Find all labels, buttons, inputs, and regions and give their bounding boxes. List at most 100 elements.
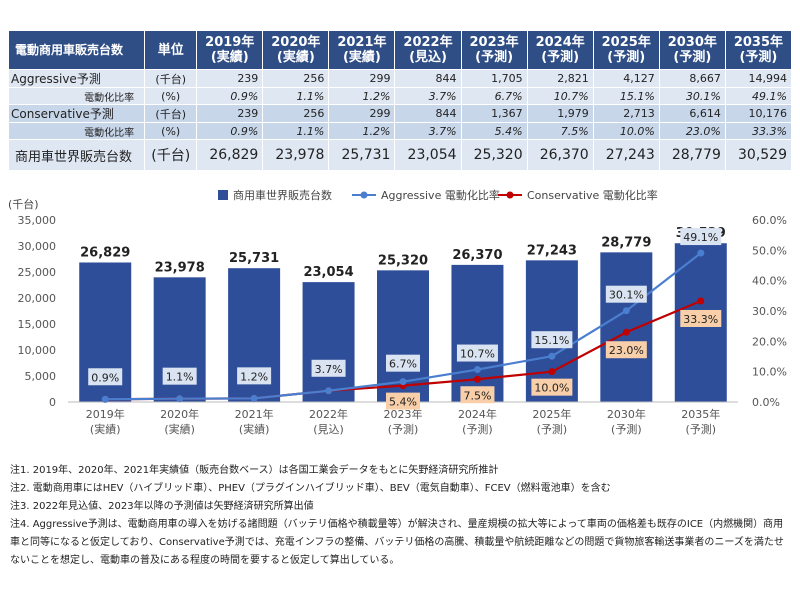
conservative-data-label: 33.3%	[683, 313, 718, 326]
y-right-tick-label: 40.0%	[752, 275, 787, 288]
x-tick-label: (実績)	[164, 422, 195, 436]
bar	[600, 252, 653, 402]
bar-value-label: 25,320	[378, 253, 428, 268]
table-cell: 1.1%	[262, 122, 330, 140]
aggressive-label-bg	[386, 354, 420, 372]
aggressive-label-bg	[162, 367, 197, 385]
row-label: 商用車世界販売台数	[7, 139, 146, 171]
row-unit: (%)	[144, 87, 198, 105]
header-year: 2019年 (実績)	[196, 30, 264, 70]
note-2: 注2. 電動商用車にはHEV（ハイブリッド車）、PHEV（プラグインハイブリッド…	[10, 483, 611, 494]
y-left-tick-label: 35,000	[18, 214, 57, 227]
x-tick-label: (実績)	[90, 422, 121, 436]
row-unit: (千台)	[144, 139, 198, 171]
y-left-tick-label: 0	[49, 396, 56, 409]
table-cell: 30,529	[724, 139, 793, 171]
aggressive-label-bg	[456, 344, 498, 362]
bar-value-label: 23,978	[155, 260, 205, 275]
y-left-axis-label: (千台)	[8, 197, 39, 211]
y-right-tick-label: 30.0%	[752, 305, 787, 318]
note-1: 注1. 2019年、2020年、2021年実績値（販売台数ベース）は各国工業会デ…	[10, 465, 499, 476]
conservative-label-bg	[460, 386, 495, 404]
x-tick-label: 2035年	[681, 407, 720, 421]
x-tick-label: (見込)	[313, 423, 344, 436]
conservative-label-bg	[386, 392, 420, 410]
table-row: 電動化比率 (%) 0.9% 1.1% 1.2% 3.7% 5.4% 7.5% 10.0% 23.…	[7, 122, 793, 140]
bar	[302, 282, 355, 402]
x-tick-label: (予測)	[685, 422, 716, 436]
y-right-tick-label: 50.0%	[752, 244, 787, 257]
table-cell: 1,979	[526, 104, 594, 123]
conservative-label-bg	[680, 309, 722, 327]
conservative-point	[622, 328, 630, 336]
x-tick-label: (予測)	[388, 422, 419, 436]
conservative-label-bg	[605, 341, 647, 359]
table-cell: 26,829	[196, 139, 264, 171]
table-cell: 3.7%	[394, 122, 462, 140]
row-label: 電動化比率	[7, 87, 146, 105]
x-tick-label: 2030年	[607, 407, 646, 421]
table-cell: 239	[196, 69, 264, 88]
aggressive-data-label: 1.2%	[240, 370, 268, 383]
header-year: 2030年 (予測)	[658, 30, 726, 70]
x-tick-label: (予測)	[611, 422, 642, 436]
table-cell: 844	[394, 104, 462, 123]
table-cell: 0.9%	[196, 87, 264, 105]
header-year: 2021年 (実績)	[328, 30, 396, 70]
x-tick-label: (予測)	[462, 422, 493, 436]
bar-value-label: 26,370	[452, 248, 502, 263]
table-cell: 6,614	[658, 104, 726, 123]
aggressive-label-bg	[605, 285, 647, 303]
x-tick-label: 2025年	[532, 407, 571, 421]
bar-value-label: 23,054	[303, 265, 353, 280]
aggressive-data-label: 49.1%	[683, 231, 718, 244]
table-cell: 10,176	[724, 104, 793, 123]
aggressive-label-bg	[680, 228, 722, 246]
table-cell: 299	[328, 104, 396, 123]
aggressive-point	[622, 307, 630, 315]
table-cell: 25,731	[328, 139, 396, 171]
x-tick-label: 2020年	[160, 407, 199, 421]
table-cell: 2,713	[592, 104, 660, 123]
aggressive-point	[548, 352, 556, 360]
table-cell: 3.7%	[394, 87, 462, 105]
conservative-label-bg	[531, 378, 573, 396]
table-cell: 256	[262, 69, 330, 88]
table-cell: 1.2%	[328, 122, 396, 140]
x-tick-label: 2022年	[309, 407, 348, 421]
aggressive-data-label: 30.1%	[609, 289, 644, 302]
table-cell: 23,978	[262, 139, 330, 171]
y-left-tick-label: 20,000	[18, 292, 57, 305]
table-cell: 14,994	[724, 69, 793, 88]
table-row: Aggressive予測 (千台) 239 256 299 844 1,705 2,821 4,…	[7, 69, 793, 88]
table-cell: 0.9%	[196, 122, 264, 140]
aggressive-point	[250, 394, 258, 402]
row-label: Aggressive予測	[7, 69, 146, 88]
table-cell: 256	[262, 104, 330, 123]
table-cell: 33.3%	[724, 122, 793, 140]
table-cell: 26,370	[526, 139, 594, 171]
table-cell: 7.5%	[526, 122, 594, 140]
header-year: 2035年 (予測)	[724, 30, 793, 70]
y-right-tick-label: 10.0%	[752, 366, 787, 379]
conservative-data-label: 5.4%	[389, 396, 417, 409]
header-year: 2025年 (予測)	[592, 30, 660, 70]
table-cell: 6.7%	[460, 87, 528, 105]
aggressive-data-label: 1.1%	[166, 371, 194, 384]
header-unit: 単位	[144, 30, 198, 70]
y-left-tick-label: 25,000	[18, 266, 57, 279]
note-4: 注4. Aggressive予測は、電動商用車の導入を妨げる諸問題（バッテリ価格…	[10, 519, 784, 566]
table-cell: 28,779	[658, 139, 726, 171]
table-cell: 10.0%	[592, 122, 660, 140]
row-unit: (千台)	[144, 104, 198, 123]
table-body: Aggressive予測 (千台) 239 256 299 844 1,705 2,821 4,…	[7, 69, 793, 171]
bar-value-label: 25,731	[229, 251, 279, 266]
x-tick-label: 2023年	[384, 407, 423, 421]
table-cell: 10.7%	[526, 87, 594, 105]
row-unit: (千台)	[144, 69, 198, 88]
table-cell: 239	[196, 104, 264, 123]
aggressive-label-bg	[88, 368, 123, 386]
aggressive-label-bg	[311, 359, 346, 377]
table-cell: 27,243	[592, 139, 660, 171]
legend-marker-aggressive	[360, 191, 368, 199]
